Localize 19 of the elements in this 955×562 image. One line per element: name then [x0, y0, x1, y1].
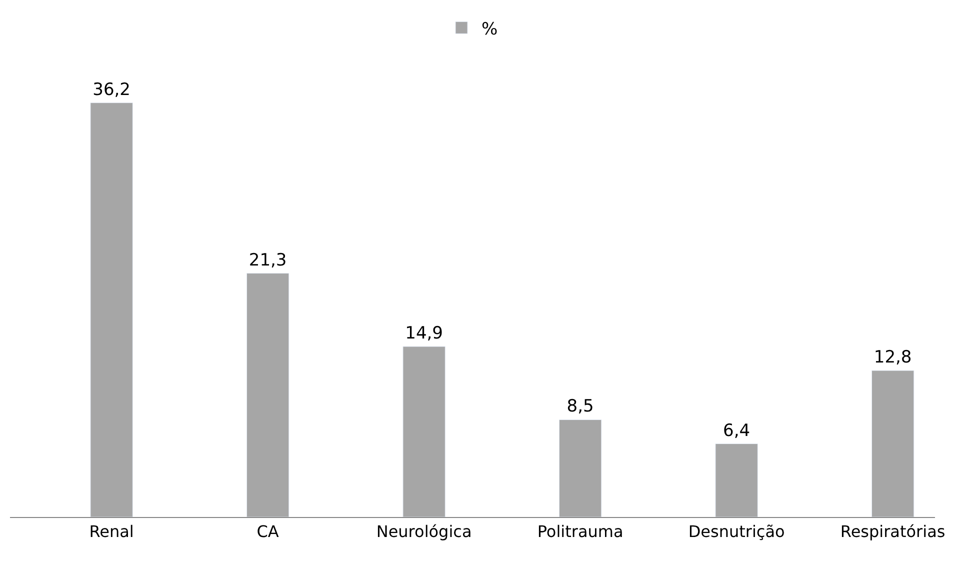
bar: [871, 370, 914, 517]
bar: [558, 419, 602, 517]
bar: [90, 102, 133, 517]
data-label: 21,3: [248, 250, 287, 270]
data-label: 14,9: [405, 324, 443, 344]
x-tick-label: Desnutrição: [688, 522, 785, 542]
bar: [715, 444, 758, 517]
x-tick-label: Renal: [89, 522, 134, 542]
x-tick-label: CA: [256, 522, 279, 542]
x-tick-label: Neurológica: [376, 522, 472, 542]
data-label: 12,8: [874, 348, 912, 368]
data-label: 36,2: [92, 80, 130, 100]
data-label: 8,5: [566, 396, 594, 417]
x-tick-label: Respiratórias: [840, 522, 946, 542]
bar: [246, 273, 290, 517]
x-tick-label: Politrauma: [537, 522, 624, 542]
data-label: 6,4: [723, 420, 750, 441]
legend-label: %: [482, 19, 498, 40]
bar: [402, 346, 446, 517]
